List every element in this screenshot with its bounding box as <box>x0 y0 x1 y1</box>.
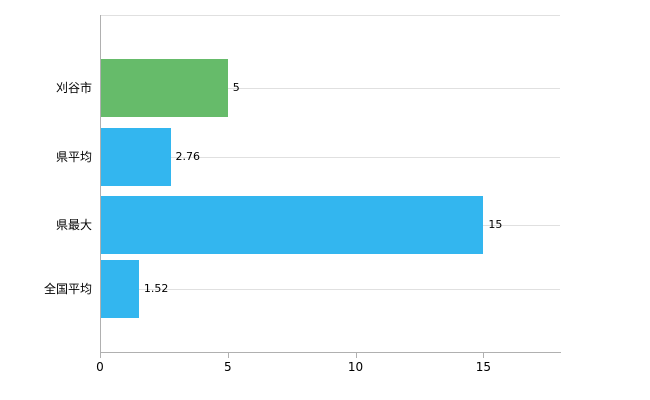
gridline-category-1 <box>100 157 560 158</box>
x-axis-tick-label-0: 0 <box>96 360 104 374</box>
category-label-0: 刈谷市 <box>55 81 92 95</box>
x-axis-line <box>100 352 561 353</box>
x-axis-tick-3 <box>483 353 485 358</box>
bar-value-label-0: 5 <box>232 81 240 94</box>
x-axis-tick-2 <box>355 353 357 358</box>
category-label-1: 県平均 <box>55 150 92 164</box>
bar-value-label-2: 15 <box>488 218 503 231</box>
category-label-2: 県最大 <box>55 218 92 232</box>
x-axis-tick-label-1: 5 <box>223 360 232 374</box>
category-label-3: 全国平均 <box>43 282 92 296</box>
bar-1 <box>101 128 171 186</box>
bar-3 <box>101 260 139 318</box>
bar-value-label-1: 2.76 <box>175 150 201 163</box>
x-axis-tick-0 <box>100 353 101 358</box>
x-axis-tick-label-3: 15 <box>475 360 491 374</box>
x-axis-tick-label-2: 10 <box>347 360 364 374</box>
y-axis-line <box>100 15 101 352</box>
gridline-category-0 <box>100 88 560 89</box>
x-axis-tick-1 <box>227 353 229 358</box>
bar-value-label-3: 1.52 <box>143 282 169 295</box>
bar-0 <box>101 59 228 117</box>
gridline-top <box>100 15 560 16</box>
gridline-category-3 <box>100 289 560 290</box>
bar-2 <box>101 196 484 254</box>
